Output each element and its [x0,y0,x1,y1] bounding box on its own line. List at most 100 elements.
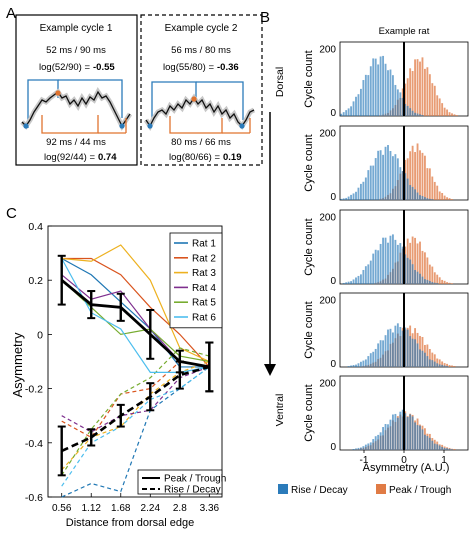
example-cycle-1: Example cycle 1 52 ms / 90 ms log(52/90)… [15,14,138,166]
legend-label-rat-4: Rat 4 [192,283,216,294]
histogram-stack: 200 0 Cycle count 200 0 Cycle count 200 0 Cycle … [303,41,469,466]
peak-trough-bar [428,74,431,116]
rise-decay-bar [421,350,424,367]
rise-decay-bar [399,92,402,116]
ytick-label: 0.2 [28,275,43,287]
peak-trough-bar [438,359,441,367]
peak-trough-bar [438,191,441,200]
rise-decay-bar [379,340,382,367]
rise-decay-bar [382,55,385,116]
cycle-1-top-ratio: 52 ms / 90 ms [46,45,106,56]
asymmetry-chart: 0.4 0.2 0 -0.2 -0.4 -0.6 0.56 1.12 1.68 2.24 2.8 3.… [25,221,226,514]
rise-decay-bar [401,97,404,116]
rise-decay-bar [391,414,394,450]
rise-decay-bar [401,171,404,200]
rise-decay-bar [414,112,417,116]
ytick-label: 0 [37,329,43,341]
xtick-label: 3.36 [200,503,220,514]
ytick-label-0: 0 [330,442,336,453]
rise-decay-bar [374,249,377,284]
peak-trough-bar [455,115,458,116]
peak-trough-bar [411,145,414,200]
rise-decay-bar [443,365,446,367]
cycle-1-trough-marker [23,123,29,129]
rise-decay-bar [421,429,424,450]
rise-decay-bar [421,196,424,200]
cycle-1-bottom-value: 0.74 [98,152,117,163]
peak-trough-bar [441,361,444,367]
rat-1-peak-trough-line [61,257,210,368]
xtick-label: 0 [401,455,407,466]
rise-decay-bar [382,154,385,200]
rise-decay-bar [369,260,372,284]
cycle-2-peak-marker [191,96,197,102]
rise-decay-bar [431,199,434,200]
rise-decay-bar [421,115,424,116]
peak-trough-bar [433,272,436,284]
cycle-2-top-value: -0.36 [217,62,239,73]
ytick-label: -0.4 [25,438,43,450]
cycle-2-top-log: log(55/80) = [163,62,214,73]
peak-trough-bar [433,181,436,200]
rise-decay-bar [355,448,357,450]
peak-trough-bar [436,358,439,367]
panel-b-title: Example rat [379,26,430,37]
peak-trough-bar [419,61,421,116]
rise-decay-bar [396,158,399,200]
rise-decay-bar [411,186,414,200]
cycle-1-trace [21,90,131,128]
rise-decay-bar [411,416,414,450]
cycle-1-peak-trough-bracket [41,115,127,134]
peak-trough-bar [446,282,449,284]
rise-decay-bar [433,443,436,450]
rise-decay-bar [419,273,421,284]
peak-trough-bar [443,195,446,200]
cycle-1-bottom-log: log(92/44) = [44,152,95,163]
rise-decay-bar [394,325,397,367]
peak-trough-bar [448,282,451,284]
histogram-xlabel: Asymmetry (A.U.) [363,462,450,474]
rise-decay-bar [342,112,345,116]
cycle-2-trough-marker-2 [239,123,245,129]
rise-decay-bar [446,448,449,450]
cycle-1-top-value: -0.55 [93,62,115,73]
rise-decay-bar [396,89,399,116]
rise-decay-bar [391,332,394,367]
peak-trough-bar [451,283,453,284]
rise-decay-bar [389,150,392,200]
style-legend-label: Peak / Trough [164,474,226,485]
rise-decay-bar [345,282,348,284]
peak-trough-bar [419,150,421,200]
style-legend-label: Rise / Decay [164,485,221,496]
rise-decay-bar [409,108,412,116]
histogram-4: 200 0 Cycle count [303,292,469,370]
rise-decay-bar [426,198,429,200]
rise-decay-bar [367,443,370,450]
rise-decay-bar [384,237,387,284]
peak-trough-bar [451,113,453,116]
xtick-label: 0.56 [52,503,72,514]
rise-decay-bar [384,335,387,367]
rise-decay-bar [384,63,387,116]
rise-decay-bar [416,425,419,450]
rise-decay-bar [372,439,375,450]
peak-trough-bar [414,59,417,116]
histogram-ylabel: Cycle count [303,134,315,191]
peak-trough-bar [431,176,434,200]
rise-decay-bar [347,108,350,116]
rise-decay-bar [369,165,372,200]
rise-decay-bar [372,165,375,200]
legend-label-rat-3: Rat 3 [192,268,216,279]
rise-decay-bar [350,365,353,367]
rise-decay-bar [428,359,431,367]
rise-decay-bar [369,442,372,450]
rise-decay-bar [409,336,412,367]
rise-decay-bar [399,243,402,284]
peak-trough-bar [419,241,421,284]
peak-trough-bar [446,197,449,200]
cycle-2-trace [145,96,255,128]
peak-trough-bar [436,95,439,116]
cycle-2-bottom-log: log(80/66) = [169,152,220,163]
rise-decay-bar [377,434,380,450]
